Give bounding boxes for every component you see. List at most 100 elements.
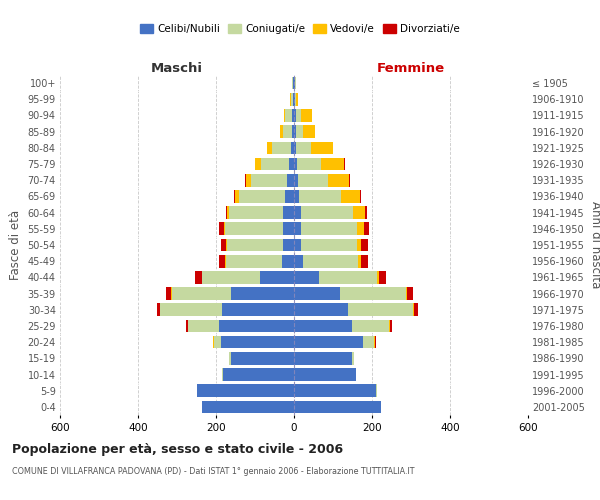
Bar — [292, 77, 293, 90]
Bar — [353, 206, 365, 219]
Bar — [292, 109, 294, 122]
Y-axis label: Fasce di età: Fasce di età — [9, 210, 22, 280]
Bar — [301, 206, 353, 219]
Bar — [226, 238, 227, 252]
Bar — [239, 190, 285, 202]
Bar — [328, 174, 349, 186]
Bar — [297, 158, 322, 170]
Bar — [322, 158, 344, 170]
Bar — [285, 190, 294, 202]
Bar — [255, 158, 261, 170]
Bar — [219, 222, 224, 235]
Bar — [376, 384, 377, 397]
Bar — [295, 93, 296, 106]
Bar — [219, 320, 294, 332]
Bar — [379, 271, 386, 283]
Bar — [298, 174, 328, 186]
Bar — [348, 304, 413, 316]
Bar — [301, 109, 311, 122]
Bar — [294, 304, 348, 316]
Bar — [272, 142, 291, 154]
Bar — [229, 352, 231, 364]
Text: COMUNE DI VILLAFRANCA PADOVANA (PD) - Dati ISTAT 1° gennaio 2006 - Elaborazione : COMUNE DI VILLAFRANCA PADOVANA (PD) - Da… — [12, 468, 415, 476]
Bar — [267, 142, 272, 154]
Bar — [226, 222, 283, 235]
Bar — [260, 271, 294, 283]
Bar — [361, 238, 368, 252]
Bar — [294, 336, 364, 348]
Bar — [295, 77, 296, 90]
Bar — [299, 190, 341, 202]
Bar — [289, 158, 294, 170]
Bar — [294, 271, 319, 283]
Bar — [341, 190, 360, 202]
Bar — [280, 126, 283, 138]
Bar — [302, 126, 316, 138]
Bar — [296, 142, 311, 154]
Bar — [291, 142, 294, 154]
Bar — [284, 109, 286, 122]
Bar — [286, 109, 292, 122]
Bar — [283, 222, 294, 235]
Bar — [414, 304, 418, 316]
Bar — [202, 271, 260, 283]
Bar — [283, 206, 294, 219]
Bar — [375, 336, 376, 348]
Bar — [226, 255, 281, 268]
Bar — [287, 174, 294, 186]
Bar — [231, 352, 294, 364]
Bar — [389, 320, 392, 332]
Bar — [301, 222, 357, 235]
Bar — [349, 174, 350, 186]
Bar — [293, 93, 294, 106]
Y-axis label: Anni di nascita: Anni di nascita — [589, 202, 600, 288]
Bar — [221, 238, 226, 252]
Bar — [227, 238, 283, 252]
Bar — [301, 238, 357, 252]
Text: Popolazione per età, sesso e stato civile - 2006: Popolazione per età, sesso e stato civil… — [12, 442, 343, 456]
Bar — [358, 255, 361, 268]
Bar — [294, 238, 301, 252]
Bar — [293, 77, 294, 90]
Bar — [294, 158, 297, 170]
Bar — [294, 255, 302, 268]
Bar — [294, 206, 301, 219]
Bar — [226, 206, 227, 219]
Bar — [377, 271, 379, 283]
Bar — [294, 222, 301, 235]
Bar — [294, 109, 296, 122]
Bar — [202, 400, 294, 413]
Bar — [294, 400, 380, 413]
Bar — [296, 109, 301, 122]
Text: Femmine: Femmine — [377, 62, 445, 75]
Bar — [291, 93, 293, 106]
Bar — [294, 126, 296, 138]
Bar — [294, 93, 295, 106]
Bar — [283, 238, 294, 252]
Bar — [413, 304, 414, 316]
Bar — [290, 93, 291, 106]
Bar — [294, 190, 299, 202]
Bar — [340, 288, 406, 300]
Text: Maschi: Maschi — [151, 62, 203, 75]
Bar — [225, 255, 226, 268]
Bar — [246, 174, 251, 186]
Bar — [186, 320, 188, 332]
Bar — [357, 238, 361, 252]
Legend: Celibi/Nubili, Coniugati/e, Vedovi/e, Divorziati/e: Celibi/Nubili, Coniugati/e, Vedovi/e, Di… — [136, 20, 464, 38]
Bar — [229, 206, 283, 219]
Bar — [221, 336, 294, 348]
Bar — [294, 288, 340, 300]
Bar — [222, 304, 294, 316]
Bar — [281, 255, 294, 268]
Bar — [302, 255, 358, 268]
Bar — [283, 126, 292, 138]
Bar — [157, 304, 160, 316]
Bar — [352, 320, 389, 332]
Bar — [166, 288, 171, 300]
Bar — [352, 352, 353, 364]
Bar — [214, 336, 221, 348]
Bar — [172, 288, 231, 300]
Bar — [194, 271, 202, 283]
Bar — [224, 222, 226, 235]
